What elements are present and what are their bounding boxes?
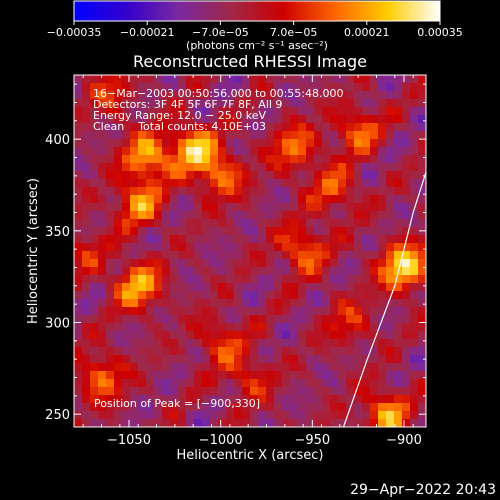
x-axis-label: Heliocentric X (arcsec) xyxy=(177,448,324,463)
y-axis-ticks: 250 300 350 400 xyxy=(45,83,426,423)
annotation-time-range: 16−Mar−2003 00:50:56.000 to 00:55:48.000 xyxy=(93,87,344,100)
peak-position-label: Position of Peak = [−900,330] xyxy=(94,397,261,410)
colorbar-tick-label: −0.00021 xyxy=(120,26,175,39)
colorbar-unit-label: (photons cm⁻² s⁻¹ asec⁻²) xyxy=(186,39,328,52)
x-tick-label: −900 xyxy=(386,433,422,448)
colorbar-tick-label: −0.00035 xyxy=(47,26,102,39)
colorbar-tick-label: −7.0e−05 xyxy=(192,26,249,39)
annotation-detectors: Detectors: 3F 4F 5F 6F 7F 8F, All 9 xyxy=(93,98,283,111)
annotation-clean-counts: Clean Total counts: 4.10E+03 xyxy=(93,120,267,133)
y-tick-label: 400 xyxy=(45,133,70,148)
solar-limb-line xyxy=(342,172,426,427)
x-tick-label: −1050 xyxy=(107,433,151,448)
y-tick-label: 350 xyxy=(45,225,70,240)
colorbar xyxy=(73,0,441,22)
y-axis-label: Heliocentric Y (arcsec) xyxy=(26,178,41,324)
x-tick-label: −1000 xyxy=(199,433,243,448)
footer-timestamp: 29−Apr−2022 20:43 xyxy=(350,482,496,498)
colorbar-tick-label: 0.00035 xyxy=(417,26,463,39)
colorbar-ticks: −0.00035 −0.00021 −7.0e−05 7.0e−05 0.00021 0.… xyxy=(47,21,463,39)
colorbar-tick-label: 0.00021 xyxy=(344,26,390,39)
annotation-energy-range: Energy Range: 12.0 − 25.0 keV xyxy=(93,109,267,122)
y-tick-label: 250 xyxy=(45,408,70,423)
plot-frame xyxy=(73,74,427,428)
y-tick-label: 300 xyxy=(45,317,70,332)
x-axis-ticks: −1050 −1000 −950 −900 xyxy=(82,75,422,448)
heatmap xyxy=(74,75,426,427)
x-tick-label: −950 xyxy=(294,433,330,448)
chart-title: Reconstructed RHESSI Image xyxy=(133,52,367,71)
colorbar-tick-label: 7.0e−05 xyxy=(270,26,317,39)
